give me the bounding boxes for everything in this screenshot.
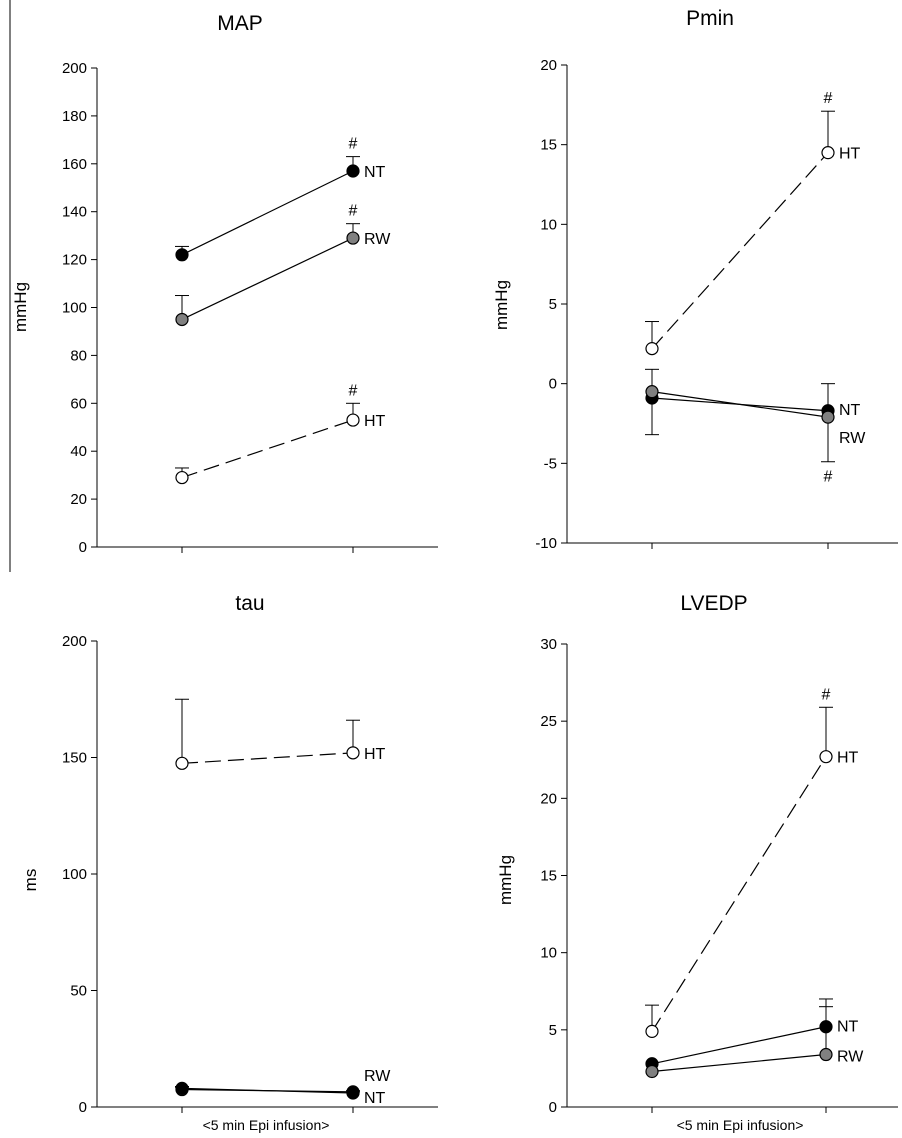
significance-mark: #: [822, 686, 831, 703]
data-point-nt: [175, 1081, 189, 1095]
y-tick-label: 150: [62, 750, 87, 767]
significance-mark: #: [349, 203, 358, 220]
data-point-rw: [645, 385, 659, 399]
series-line-ht: [651, 756, 827, 1032]
y-tick-label: 5: [549, 1022, 557, 1039]
series-label-rw: RW: [364, 231, 391, 248]
y-tick-label: -5: [544, 455, 557, 472]
y-tick-label: 5: [549, 296, 557, 313]
y-tick-label: 160: [62, 156, 87, 173]
series-line-rw: [651, 391, 829, 418]
panel-title-pmin: Pmin: [686, 7, 734, 30]
panel-title-map: MAP: [217, 12, 263, 35]
y-tick-label: 120: [62, 252, 87, 269]
panel-tau: tau ms <5 min Epi infusion> 0 50 100 150 200…: [21, 592, 438, 1133]
y-tick-label: 20: [540, 57, 557, 74]
y-tick-label: 15: [540, 868, 557, 885]
y-tick-label: 15: [540, 137, 557, 154]
y-tick-label: 30: [540, 636, 557, 653]
data-point-ht: [346, 413, 360, 427]
series-line-nt: [181, 170, 354, 256]
data-point-ht: [645, 1024, 659, 1038]
y-tick-label: 140: [62, 204, 87, 221]
data-point-ht: [821, 146, 835, 160]
significance-mark: #: [824, 90, 833, 107]
series-line-nt: [651, 1026, 827, 1065]
y-tick-label: 200: [62, 60, 87, 77]
series-line-ht: [181, 752, 354, 764]
plot-area-lvedp: 0 5 10 15 20 25 30 HT # NT RW: [540, 636, 898, 1116]
y-tick-label: -10: [535, 535, 557, 552]
significance-mark: #: [824, 469, 833, 486]
y-tick-label: 200: [62, 633, 87, 650]
series-label-ht: HT: [837, 750, 859, 767]
y-tick-label: 180: [62, 108, 87, 125]
y-tick-label: 60: [70, 395, 87, 412]
plot-area-map: 0 20 40 60 80 100 120 140 160 180 200 NT # RW # HT #: [62, 60, 438, 556]
y-tick-label: 0: [79, 1099, 87, 1116]
y-tick-label: 50: [70, 983, 87, 1000]
series-label-nt: NT: [364, 164, 386, 181]
plot-area-tau: 0 50 100 150 200 HT RW NT: [62, 633, 438, 1116]
x-axis-label-tau: <5 min Epi infusion>: [203, 1117, 330, 1133]
y-tick-label: 80: [70, 347, 87, 364]
data-point-nt: [346, 1086, 360, 1100]
y-axis-label-pmin: mmHg: [492, 280, 511, 330]
data-point-nt: [819, 1020, 833, 1034]
series-line-rw: [651, 1053, 827, 1073]
y-axis-label-tau: ms: [21, 869, 40, 892]
panel-title-tau: tau: [235, 592, 264, 615]
panel-lvedp: LVEDP mmHg <5 min Epi infusion> 0 5 10 15 20…: [496, 592, 898, 1133]
data-point-ht: [645, 342, 659, 356]
y-tick-label: 40: [70, 443, 87, 460]
series-line-ht: [651, 152, 829, 350]
series-line-nt: [181, 1087, 354, 1094]
series-label-ht: HT: [364, 746, 386, 763]
data-point-rw: [821, 410, 835, 424]
series-label-nt: NT: [839, 402, 861, 419]
significance-mark: #: [349, 136, 358, 153]
data-point-nt: [346, 164, 360, 178]
data-point-ht: [175, 470, 189, 485]
series-label-nt: NT: [364, 1090, 386, 1107]
panel-pmin: Pmin mmHg -10 -5 0 5 10 15 20 HT # NT RW #: [492, 7, 898, 552]
series-label-rw: RW: [364, 1068, 391, 1085]
plot-area-pmin: -10 -5 0 5 10 15 20 HT # NT RW #: [535, 57, 898, 552]
y-axis-label-lvedp: mmHg: [496, 855, 515, 905]
y-tick-label: 20: [70, 491, 87, 508]
panel-map: MAP mmHg 0 20 40 60 80 100 120 140 160 180 200 NT # R…: [11, 12, 438, 556]
data-point-rw: [346, 231, 360, 245]
data-point-ht: [819, 750, 833, 764]
x-axis-label-lvedp: <5 min Epi infusion>: [677, 1117, 804, 1133]
series-label-rw: RW: [837, 1049, 864, 1066]
y-tick-label: 20: [540, 790, 557, 807]
data-point-nt: [175, 248, 189, 262]
series-line-rw: [181, 237, 354, 321]
series-label-ht: HT: [364, 413, 386, 430]
y-tick-label: 100: [62, 866, 87, 883]
y-tick-label: 0: [549, 376, 557, 393]
y-tick-label: 25: [540, 713, 557, 730]
data-point-rw: [645, 1064, 659, 1079]
y-tick-label: 10: [540, 945, 557, 962]
data-point-ht: [175, 756, 189, 770]
series-label-rw: RW: [839, 430, 866, 447]
y-tick-label: 0: [79, 539, 87, 556]
y-tick-label: 100: [62, 300, 87, 317]
series-label-nt: NT: [837, 1019, 859, 1036]
y-axis-label-map: mmHg: [11, 282, 30, 332]
data-point-rw: [819, 1047, 833, 1062]
data-point-ht: [346, 746, 360, 760]
panel-title-lvedp: LVEDP: [680, 592, 747, 615]
series-line-ht: [181, 419, 354, 479]
significance-mark: #: [349, 382, 358, 399]
data-point-rw: [175, 312, 189, 327]
y-tick-label: 0: [549, 1099, 557, 1116]
y-tick-label: 10: [540, 216, 557, 233]
series-label-ht: HT: [839, 146, 861, 163]
